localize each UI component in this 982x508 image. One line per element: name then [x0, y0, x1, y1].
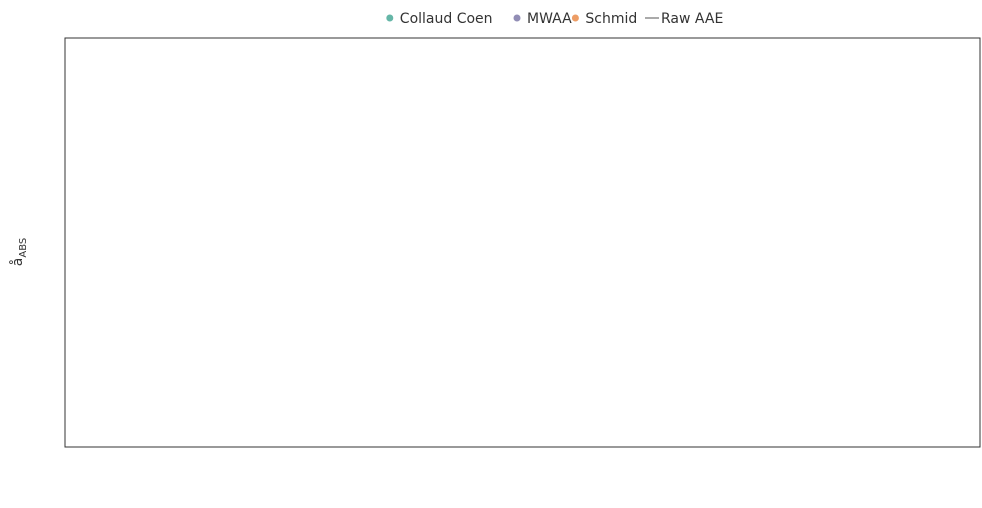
legend-label: Schmid: [585, 11, 637, 27]
legend-label: Raw AAE: [661, 11, 723, 27]
plot-area: [64, 37, 981, 448]
legend-label: Collaud Coen: [400, 11, 493, 27]
y-label-main: å: [9, 258, 26, 267]
legend-dot: [571, 14, 579, 22]
y-axis-label: åABS: [9, 238, 29, 266]
legend-dot: [513, 14, 521, 22]
y-label-sub: ABS: [18, 238, 29, 258]
legend-label: MWAA: [527, 11, 572, 27]
legend-dot: [386, 14, 394, 22]
